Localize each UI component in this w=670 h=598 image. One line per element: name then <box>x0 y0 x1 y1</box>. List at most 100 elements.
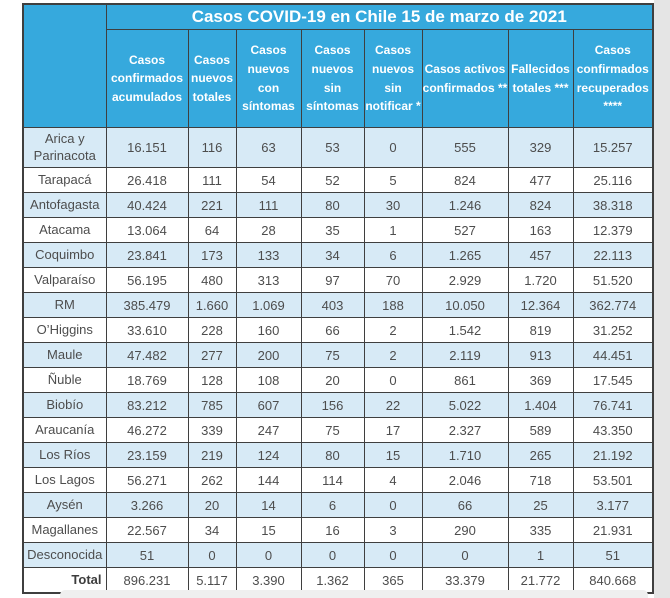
value-cell: 144 <box>235 467 302 493</box>
value-cell: 21.931 <box>572 517 654 543</box>
value-cell: 17.545 <box>572 367 654 393</box>
value-cell: 0 <box>300 542 365 568</box>
value-cell: 51 <box>105 542 189 568</box>
value-cell: 277 <box>187 342 237 368</box>
horizontal-scrollbar-thumb[interactable] <box>60 590 648 598</box>
region-row: Maule 47.482 277 200 75 2 2.119 913 44.451 <box>22 342 654 368</box>
value-cell: 3 <box>363 517 423 543</box>
value-cell: 56.271 <box>105 467 189 493</box>
value-cell: 156 <box>300 392 365 418</box>
value-cell: 2.327 <box>421 417 509 443</box>
value-cell: 111 <box>187 167 237 193</box>
region-row: RM 385.479 1.660 1.069 403 188 10.050 12.364 362… <box>22 292 654 318</box>
value-cell: 0 <box>421 542 509 568</box>
value-cell: 97 <box>300 267 365 293</box>
region-row: Ñuble 18.769 128 108 20 0 861 369 17.545 <box>22 367 654 393</box>
value-cell: 1.069 <box>235 292 302 318</box>
value-cell: 824 <box>421 167 509 193</box>
value-cell: 128 <box>187 367 237 393</box>
region-name: O’Higgins <box>22 317 107 343</box>
value-cell: 219 <box>187 442 237 468</box>
region-name: Desconocida <box>22 542 107 568</box>
value-cell: 80 <box>300 442 365 468</box>
vertical-scrollbar-track[interactable] <box>654 0 670 598</box>
value-cell: 0 <box>363 542 423 568</box>
value-cell: 607 <box>235 392 302 418</box>
value-cell: 369 <box>507 367 574 393</box>
region-row: Los Ríos 23.159 219 124 80 15 1.710 265 21.192 <box>22 442 654 468</box>
value-cell: 52 <box>300 167 365 193</box>
value-cell: 40.424 <box>105 192 189 218</box>
value-cell: 200 <box>235 342 302 368</box>
column-header-3: Casos nuevos con síntomas <box>235 29 302 128</box>
column-header-7: Fallecidos totales *** <box>507 29 574 128</box>
region-name: Biobío <box>22 392 107 418</box>
region-name: Ñuble <box>22 367 107 393</box>
value-cell: 1.720 <box>507 267 574 293</box>
value-cell: 31.252 <box>572 317 654 343</box>
value-cell: 22.113 <box>572 242 654 268</box>
value-cell: 15 <box>235 517 302 543</box>
region-name: RM <box>22 292 107 318</box>
region-name: Los Lagos <box>22 467 107 493</box>
value-cell: 0 <box>235 542 302 568</box>
value-cell: 228 <box>187 317 237 343</box>
value-cell: 2 <box>363 317 423 343</box>
column-header-4: Casos nuevos sin síntomas <box>300 29 365 128</box>
column-header-row: Casos confirmados acumulados Casos nuevos… <box>23 29 654 128</box>
value-cell: 6 <box>363 242 423 268</box>
value-cell: 46.272 <box>105 417 189 443</box>
value-cell: 124 <box>235 442 302 468</box>
region-name: Aysén <box>22 492 107 518</box>
value-cell: 2.119 <box>421 342 509 368</box>
value-cell: 1 <box>363 217 423 243</box>
value-cell: 3.177 <box>572 492 654 518</box>
region-name: Coquimbo <box>22 242 107 268</box>
value-cell: 116 <box>187 127 237 168</box>
value-cell: 385.479 <box>105 292 189 318</box>
value-cell: 23.159 <box>105 442 189 468</box>
value-cell: 221 <box>187 192 237 218</box>
value-cell: 21.772 <box>507 567 574 594</box>
region-row: Tarapacá 26.418 111 54 52 5 824 477 25.116 <box>22 167 654 193</box>
value-cell: 34 <box>187 517 237 543</box>
value-cell: 16 <box>300 517 365 543</box>
region-name: Maule <box>22 342 107 368</box>
value-cell: 17 <box>363 417 423 443</box>
value-cell: 33.610 <box>105 317 189 343</box>
value-cell: 265 <box>507 442 574 468</box>
value-cell: 56.195 <box>105 267 189 293</box>
region-name: Tarapacá <box>22 167 107 193</box>
value-cell: 1.362 <box>300 567 365 594</box>
value-cell: 313 <box>235 267 302 293</box>
region-row: Araucanía 46.272 339 247 75 17 2.327 589 43.350 <box>22 417 654 443</box>
value-cell: 20 <box>187 492 237 518</box>
column-header-5: Casos nuevos sin notificar * <box>363 29 423 128</box>
value-cell: 1.265 <box>421 242 509 268</box>
value-cell: 15 <box>363 442 423 468</box>
column-header-2: Casos nuevos totales <box>187 29 237 128</box>
value-cell: 25.116 <box>572 167 654 193</box>
value-cell: 2.046 <box>421 467 509 493</box>
value-cell: 23.841 <box>105 242 189 268</box>
region-name: Magallanes <box>22 517 107 543</box>
value-cell: 12.379 <box>572 217 654 243</box>
value-cell: 173 <box>187 242 237 268</box>
region-name: Arica y Parinacota <box>22 127 107 168</box>
region-row: Biobío 83.212 785 607 156 22 5.022 1.404 76.741 <box>22 392 654 418</box>
value-cell: 457 <box>507 242 574 268</box>
value-cell: 163 <box>507 217 574 243</box>
value-cell: 555 <box>421 127 509 168</box>
region-name: Araucanía <box>22 417 107 443</box>
value-cell: 26.418 <box>105 167 189 193</box>
value-cell: 840.668 <box>572 567 654 594</box>
value-cell: 111 <box>235 192 302 218</box>
value-cell: 5 <box>363 167 423 193</box>
value-cell: 35 <box>300 217 365 243</box>
value-cell: 33.379 <box>421 567 509 594</box>
value-cell: 53.501 <box>572 467 654 493</box>
region-name: Antofagasta <box>22 192 107 218</box>
value-cell: 76.741 <box>572 392 654 418</box>
value-cell: 12.364 <box>507 292 574 318</box>
value-cell: 1.710 <box>421 442 509 468</box>
